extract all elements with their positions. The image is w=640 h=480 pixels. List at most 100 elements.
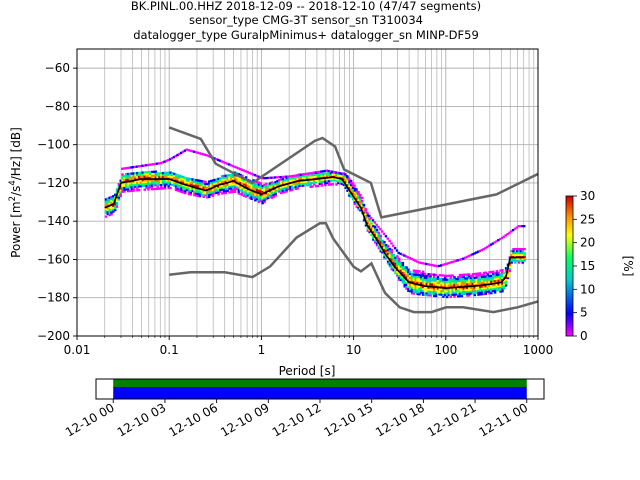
density-cell bbox=[401, 267, 405, 270]
density-cell bbox=[130, 182, 134, 185]
density-cell bbox=[163, 183, 167, 186]
density-cell bbox=[143, 180, 146, 184]
density-cell bbox=[254, 193, 257, 196]
density-cell bbox=[244, 195, 248, 198]
density-cell bbox=[108, 206, 111, 209]
outlier-cell bbox=[517, 225, 520, 228]
density-cell bbox=[241, 193, 244, 197]
density-cell bbox=[373, 239, 377, 242]
density-cell bbox=[504, 268, 508, 272]
density-cell bbox=[106, 210, 110, 214]
density-cell bbox=[456, 281, 460, 284]
density-cell bbox=[405, 285, 408, 288]
density-cell bbox=[209, 181, 213, 185]
density-cell bbox=[390, 254, 394, 257]
density-cell bbox=[444, 276, 447, 279]
outlier-cell bbox=[120, 167, 124, 170]
y-tick-label: −160 bbox=[37, 252, 70, 266]
density-cell bbox=[466, 279, 469, 282]
density-cell bbox=[335, 183, 338, 186]
outlier-cell bbox=[251, 173, 255, 176]
density-cell bbox=[209, 193, 213, 196]
density-cell bbox=[198, 191, 202, 194]
density-cell bbox=[504, 278, 508, 281]
density-cell bbox=[211, 183, 215, 186]
density-cell bbox=[491, 285, 495, 289]
density-cell bbox=[152, 174, 156, 177]
density-cell bbox=[462, 288, 465, 292]
density-cell bbox=[372, 230, 375, 234]
density-cell bbox=[493, 272, 497, 275]
density-cell bbox=[326, 181, 329, 185]
density-cell bbox=[226, 183, 229, 187]
outlier-cell bbox=[168, 158, 172, 161]
density-cell bbox=[460, 279, 464, 282]
density-cell bbox=[523, 253, 526, 257]
density-cell bbox=[134, 181, 137, 185]
density-cell bbox=[510, 257, 513, 260]
density-cell bbox=[440, 287, 443, 290]
density-cell bbox=[119, 189, 122, 192]
density-cell bbox=[243, 188, 246, 192]
density-cell bbox=[285, 186, 288, 189]
density-cell bbox=[477, 272, 480, 275]
density-cell bbox=[493, 274, 497, 277]
density-cell bbox=[346, 189, 349, 192]
density-cell bbox=[123, 182, 126, 186]
density-cell bbox=[252, 194, 255, 197]
density-cell bbox=[219, 186, 222, 190]
outlier-cell bbox=[416, 260, 419, 263]
density-cell bbox=[412, 286, 416, 289]
density-cell bbox=[117, 190, 121, 193]
density-cell bbox=[272, 193, 276, 196]
density-cell bbox=[318, 182, 322, 186]
density-cell bbox=[466, 288, 469, 291]
density-cell bbox=[137, 181, 141, 184]
density-cell bbox=[211, 181, 215, 184]
colorbar-tick-label: 5 bbox=[580, 306, 588, 320]
density-cell bbox=[270, 196, 274, 199]
density-cell bbox=[147, 182, 150, 185]
density-cell bbox=[423, 272, 427, 275]
outlier-cell bbox=[310, 171, 314, 175]
outlier-cell bbox=[497, 239, 500, 242]
density-cell bbox=[397, 261, 401, 264]
density-cell bbox=[355, 197, 358, 201]
chart-title-line-1: BK.PINL.00.HHZ 2018-12-09 -- 2018-12-10 … bbox=[131, 0, 481, 13]
density-cell bbox=[327, 183, 331, 186]
density-cell bbox=[290, 184, 294, 188]
density-cell bbox=[471, 280, 475, 283]
density-cell bbox=[248, 195, 252, 198]
density-cell bbox=[521, 249, 524, 253]
density-cell bbox=[136, 171, 139, 175]
density-cell bbox=[252, 188, 255, 192]
density-cell bbox=[106, 208, 110, 212]
density-cell bbox=[309, 179, 312, 183]
density-cell bbox=[161, 187, 165, 190]
density-cell bbox=[239, 179, 242, 182]
outlier-cell bbox=[392, 244, 395, 247]
density-cell bbox=[353, 195, 357, 198]
chart-title-line-2: sensor_type CMG-3T sensor_sn T310034 bbox=[189, 13, 423, 27]
density-cell bbox=[462, 290, 465, 294]
density-cell bbox=[265, 197, 268, 201]
timeline-tick-label: 12-10 18 bbox=[373, 400, 427, 439]
density-cell bbox=[329, 183, 333, 186]
density-cell bbox=[412, 275, 416, 278]
density-cell bbox=[403, 267, 406, 271]
outlier-cell bbox=[253, 174, 257, 177]
outlier-cell bbox=[274, 176, 277, 179]
density-cell bbox=[396, 272, 399, 275]
x-tick-label: 100 bbox=[434, 343, 457, 357]
density-cell bbox=[246, 184, 250, 188]
density-cell bbox=[117, 192, 121, 195]
density-cell bbox=[523, 259, 526, 262]
outlier-cell bbox=[222, 161, 225, 164]
density-cell bbox=[342, 178, 346, 181]
density-cell bbox=[469, 292, 473, 295]
outlier-cell bbox=[345, 175, 349, 178]
density-cell bbox=[405, 279, 408, 283]
density-cell bbox=[479, 276, 482, 279]
density-cell bbox=[477, 293, 480, 296]
density-cell bbox=[152, 187, 156, 191]
